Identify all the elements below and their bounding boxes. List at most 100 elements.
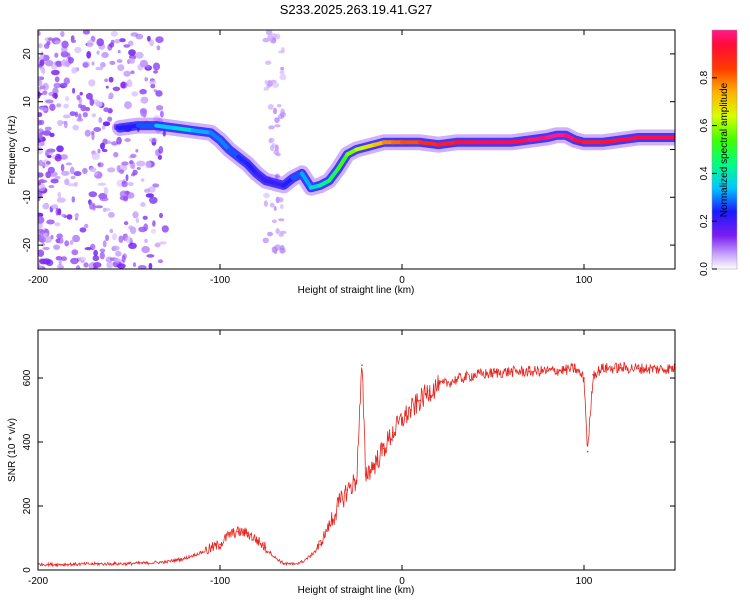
snr-point bbox=[428, 390, 431, 392]
noise-speckle bbox=[144, 77, 148, 82]
noise-speckle bbox=[280, 108, 285, 115]
noise-speckle bbox=[275, 228, 280, 235]
noise-speckle bbox=[101, 52, 109, 58]
noise-speckle bbox=[269, 137, 275, 143]
noise-speckle bbox=[39, 119, 45, 125]
spectrogram-x-tick-label: 100 bbox=[576, 275, 593, 286]
noise-speckle bbox=[263, 86, 269, 91]
noise-speckle bbox=[152, 62, 161, 71]
noise-speckle bbox=[124, 138, 131, 142]
noise-speckle bbox=[153, 70, 158, 74]
noise-speckle bbox=[38, 249, 45, 257]
noise-speckle bbox=[39, 85, 46, 90]
noise-speckle bbox=[107, 167, 116, 173]
snr-point bbox=[583, 377, 585, 379]
noise-speckle bbox=[273, 107, 277, 115]
noise-speckle bbox=[86, 51, 92, 59]
snr-point bbox=[55, 563, 57, 566]
noise-speckle bbox=[274, 124, 281, 128]
snr-y-tick-label: 400 bbox=[22, 433, 33, 450]
noise-speckle bbox=[121, 254, 126, 263]
spectrogram-plot-area bbox=[38, 30, 675, 269]
noise-speckle bbox=[96, 38, 104, 47]
noise-speckle bbox=[144, 188, 151, 193]
noise-speckle bbox=[82, 167, 88, 174]
noise-speckle bbox=[62, 114, 71, 119]
noise-speckle bbox=[77, 256, 87, 262]
ridge-segment bbox=[190, 128, 213, 135]
noise-speckle bbox=[89, 167, 97, 173]
noise-speckle bbox=[117, 49, 121, 54]
noise-speckle bbox=[140, 178, 145, 182]
snr-point bbox=[565, 369, 567, 371]
snr-x-label: Height of straight line (km) bbox=[298, 585, 415, 596]
noise-speckle bbox=[108, 92, 114, 100]
noise-speckle bbox=[263, 192, 270, 199]
noise-speckle bbox=[112, 233, 117, 241]
noise-speckle bbox=[74, 217, 78, 221]
noise-speckle bbox=[137, 265, 147, 269]
noise-speckle bbox=[75, 265, 81, 269]
colorbar-tick-label: 0.8 bbox=[699, 70, 710, 84]
noise-speckle bbox=[43, 43, 50, 49]
noise-speckle bbox=[61, 170, 70, 176]
noise-speckle bbox=[84, 223, 89, 229]
snr-point bbox=[401, 418, 403, 421]
noise-speckle bbox=[60, 163, 65, 172]
spectrogram-x-tick-label: -200 bbox=[28, 275, 48, 286]
noise-speckle bbox=[110, 30, 118, 37]
noise-speckle bbox=[119, 38, 126, 43]
noise-speckle bbox=[159, 241, 167, 245]
noise-speckle bbox=[43, 232, 48, 237]
snr-point bbox=[474, 374, 476, 376]
noise-speckle bbox=[79, 227, 87, 233]
noise-speckle bbox=[82, 62, 89, 68]
noise-speckle bbox=[103, 186, 109, 195]
noise-speckle bbox=[144, 238, 148, 243]
snr-x-tick-label: -100 bbox=[210, 576, 230, 587]
noise-speckle bbox=[98, 117, 103, 123]
ridge-segment bbox=[327, 166, 341, 183]
noise-speckle bbox=[93, 266, 98, 269]
noise-speckle bbox=[56, 103, 62, 108]
noise-speckle bbox=[82, 112, 88, 118]
noise-speckle bbox=[54, 155, 62, 162]
noise-speckle bbox=[277, 114, 285, 120]
ridge-segment bbox=[618, 135, 641, 142]
ridge-segment bbox=[418, 140, 441, 147]
noise-speckle bbox=[123, 70, 131, 77]
noise-speckle bbox=[51, 64, 58, 70]
snr-point bbox=[373, 463, 376, 466]
noise-speckle bbox=[38, 179, 48, 184]
snr-point bbox=[201, 551, 203, 554]
noise-speckle bbox=[272, 219, 277, 224]
spectrogram-y-tick-label: -10 bbox=[22, 190, 33, 205]
noise-speckle bbox=[93, 249, 98, 257]
noise-speckle bbox=[118, 235, 124, 243]
noise-speckle bbox=[265, 30, 273, 36]
snr-point bbox=[392, 431, 394, 434]
snr-point bbox=[110, 563, 112, 565]
noise-speckle bbox=[145, 193, 154, 198]
noise-speckle bbox=[136, 167, 141, 170]
snr-y-tick-label: 200 bbox=[22, 497, 33, 514]
noise-speckle bbox=[130, 70, 135, 75]
noise-speckle bbox=[279, 247, 286, 254]
figure-title: S233.2025.263.19.41.G27 bbox=[280, 2, 433, 17]
snr-point bbox=[292, 563, 294, 565]
noise-speckle bbox=[46, 219, 55, 225]
snr-plot-area bbox=[38, 361, 675, 568]
noise-speckle bbox=[114, 38, 121, 44]
noise-speckle bbox=[61, 256, 67, 262]
noise-speckle bbox=[38, 228, 45, 233]
noise-speckle bbox=[39, 59, 45, 66]
noise-speckle bbox=[161, 225, 169, 233]
noise-speckle bbox=[48, 171, 58, 177]
noise-speckle bbox=[105, 85, 109, 89]
noise-speckle bbox=[155, 90, 163, 97]
noise-speckle bbox=[38, 112, 43, 118]
noise-speckle bbox=[140, 96, 149, 104]
ridge-segment bbox=[218, 137, 232, 152]
noise-speckle bbox=[142, 215, 148, 220]
